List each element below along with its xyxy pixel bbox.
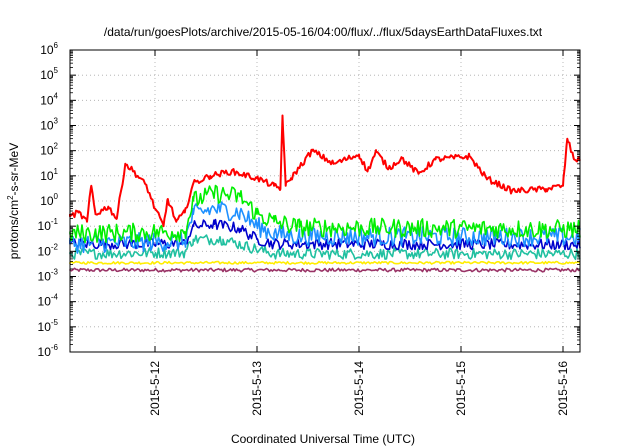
y-tick-base: 10 bbox=[38, 345, 52, 359]
y-tick-label: 104 bbox=[40, 91, 58, 107]
y-tick-label: 10-2 bbox=[38, 242, 59, 258]
y-tick-base: 10 bbox=[40, 68, 54, 82]
y-tick-exponent: 5 bbox=[54, 66, 59, 75]
y-axis-title-superscript: 2 bbox=[6, 195, 15, 200]
y-tick-base: 10 bbox=[38, 295, 52, 309]
y-tick-base: 10 bbox=[40, 93, 54, 107]
x-tick-label: 2015-5-12 bbox=[148, 361, 162, 416]
y-tick-base: 10 bbox=[38, 219, 52, 233]
y-tick-label: 10-5 bbox=[38, 318, 59, 334]
y-tick-exponent: -5 bbox=[51, 318, 59, 327]
y-tick-label: 10-1 bbox=[38, 217, 59, 233]
y-tick-exponent: -4 bbox=[51, 293, 59, 302]
y-tick-exponent: -2 bbox=[51, 242, 59, 251]
y-axis-title: protons/cm2-s-sr-MeV bbox=[6, 143, 21, 259]
y-tick-label: 10-4 bbox=[38, 293, 59, 309]
y-tick-exponent: -3 bbox=[51, 268, 59, 277]
x-tick-label: 2015-5-13 bbox=[250, 361, 264, 416]
y-tick-label: 10-6 bbox=[38, 343, 59, 359]
series-line-5 bbox=[69, 260, 581, 265]
y-tick-base: 10 bbox=[38, 270, 52, 284]
y-tick-label: 10-3 bbox=[38, 268, 59, 284]
y-tick-exponent: -1 bbox=[51, 217, 59, 226]
x-tick-labels: 2015-5-12 2015-5-13 2015-5-14 2015-5-15 2015… bbox=[148, 361, 570, 416]
y-tick-label: 103 bbox=[40, 117, 58, 133]
y-axis-title-prefix: protons/cm bbox=[7, 200, 21, 259]
y-tick-label: 101 bbox=[40, 167, 58, 183]
y-tick-base: 10 bbox=[40, 119, 54, 133]
series-line-4 bbox=[69, 234, 581, 261]
x-tick-label: 2015-5-16 bbox=[556, 361, 570, 416]
y-axis-title-suffix: -s-sr-MeV bbox=[7, 143, 21, 196]
y-tick-exponent: 0 bbox=[54, 192, 59, 201]
y-tick-base: 10 bbox=[40, 194, 54, 208]
y-tick-exponent: 3 bbox=[54, 117, 59, 126]
y-tick-exponent: 2 bbox=[54, 142, 59, 151]
y-tick-exponent: 1 bbox=[54, 167, 59, 176]
series-line-3 bbox=[69, 218, 581, 251]
y-tick-labels: 10-610-510-410-310-210-11001011021031041… bbox=[38, 41, 59, 359]
y-tick-base: 10 bbox=[38, 244, 52, 258]
x-tick-label: 2015-5-14 bbox=[352, 361, 366, 416]
series-layer bbox=[69, 114, 581, 273]
y-tick-label: 105 bbox=[40, 66, 58, 82]
y-tick-exponent: -6 bbox=[51, 343, 59, 352]
y-tick-label: 100 bbox=[40, 192, 58, 208]
series-line-0 bbox=[69, 114, 581, 228]
y-tick-base: 10 bbox=[40, 43, 54, 57]
y-tick-base: 10 bbox=[40, 144, 54, 158]
y-tick-exponent: 6 bbox=[54, 41, 59, 50]
y-tick-base: 10 bbox=[40, 169, 54, 183]
x-axis-title: Coordinated Universal Time (UTC) bbox=[231, 432, 415, 446]
y-tick-base: 10 bbox=[38, 320, 52, 334]
chart-title: /data/run/goesPlots/archive/2015-05-16/0… bbox=[104, 25, 543, 39]
tick-marks bbox=[70, 49, 580, 353]
x-tick-label: 2015-5-15 bbox=[454, 361, 468, 416]
y-tick-label: 106 bbox=[40, 41, 58, 57]
series-line-1 bbox=[69, 184, 581, 244]
series-line-6 bbox=[69, 267, 581, 273]
y-tick-label: 102 bbox=[40, 142, 58, 158]
y-tick-exponent: 4 bbox=[54, 91, 59, 100]
